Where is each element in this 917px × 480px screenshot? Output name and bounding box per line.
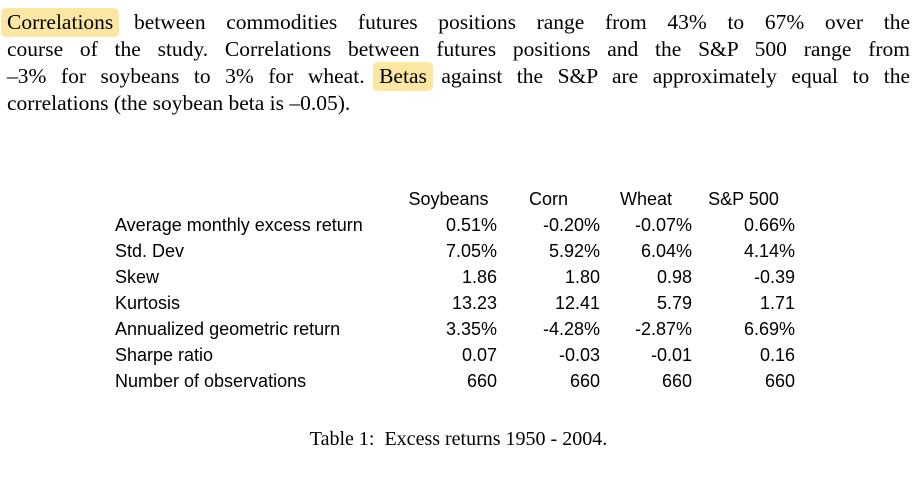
table-row: Number of observations 660 660 660 660 [115, 368, 795, 394]
table-row: Skew 1.86 1.80 0.98 -0.39 [115, 264, 795, 290]
cell-value: 660 [569, 370, 600, 391]
table-header-row: Soybeans Corn Wheat S&P 500 [115, 186, 795, 212]
cell-value: 3.35% [445, 318, 497, 339]
column-header-empty [115, 186, 400, 212]
search-highlight-correlations: Correlations [1, 8, 120, 37]
row-label: Sharpe ratio [115, 344, 214, 365]
cell-value: -0.01 [650, 344, 692, 365]
cell-value: 660 [661, 370, 692, 391]
table-caption: Table 1: Excess returns 1950 - 2004. [0, 426, 917, 452]
paragraph-line-4: correlations (the soybean beta is –0.05)… [7, 90, 910, 117]
column-header-sp500: S&P 500 [708, 188, 779, 209]
row-label: Number of observations [115, 370, 307, 391]
table-row: Annualized geometric return 3.35% -4.28%… [115, 316, 795, 342]
cell-value: 12.41 [554, 292, 600, 313]
cell-value: 5.79 [656, 292, 692, 313]
cell-value: -0.03 [558, 344, 600, 365]
row-label: Kurtosis [115, 292, 181, 313]
paragraph-line-3: –3% for soybeans to 3% for wheat. Betas … [7, 62, 910, 91]
row-label: Skew [115, 266, 160, 287]
paragraph-text: correlations (the soybean beta is –0.05)… [7, 91, 351, 115]
table-row: Kurtosis 13.23 12.41 5.79 1.71 [115, 290, 795, 316]
search-highlight-betas: Betas [373, 62, 433, 91]
cell-value: 13.23 [451, 292, 497, 313]
row-label: Annualized geometric return [115, 318, 341, 339]
table-caption-number: Table 1: [309, 428, 375, 450]
cell-value: 5.92% [548, 240, 600, 261]
paragraph-text: course of the study. Correlations betwee… [7, 37, 910, 61]
paragraph-line-1: Correlations between commodities futures… [1, 8, 910, 37]
row-label: Std. Dev [115, 240, 185, 261]
table-row: Average monthly excess return 0.51% -0.2… [115, 212, 795, 238]
cell-value: 0.66% [743, 214, 795, 235]
cell-value: 0.07 [461, 344, 497, 365]
paragraph-text: between commodities futures positions ra… [113, 10, 910, 34]
cell-value: 1.80 [564, 266, 600, 287]
column-header-wheat: Wheat [619, 188, 673, 209]
table-row: Std. Dev 7.05% 5.92% 6.04% 4.14% [115, 238, 795, 264]
table-row: Sharpe ratio 0.07 -0.03 -0.01 0.16 [115, 342, 795, 368]
paragraph-text: against the S&P are approximately equal … [426, 64, 910, 88]
cell-value: 660 [466, 370, 497, 391]
cell-value: -0.39 [753, 266, 795, 287]
cell-value: -4.28% [542, 318, 600, 339]
cell-value: 0.98 [656, 266, 692, 287]
column-header-soybeans: Soybeans [408, 188, 489, 209]
cell-value: 660 [764, 370, 795, 391]
stats-table: Soybeans Corn Wheat S&P 500 Average mont… [115, 186, 795, 394]
cell-value: 6.69% [743, 318, 795, 339]
cell-value: -0.20% [542, 214, 600, 235]
cell-value: -2.87% [634, 318, 692, 339]
cell-value: 0.16 [759, 344, 795, 365]
cell-value: 4.14% [743, 240, 795, 261]
cell-value: 7.05% [445, 240, 497, 261]
cell-value: 0.51% [445, 214, 497, 235]
paragraph-text: –3% for soybeans to 3% for wheat. [7, 64, 380, 88]
table-caption-text: Excess returns 1950 - 2004. [384, 428, 608, 450]
cell-value: 6.04% [640, 240, 692, 261]
document-paragraph: Correlations between commodities futures… [1, 8, 910, 117]
cell-value: 1.86 [461, 266, 497, 287]
column-header-corn: Corn [528, 188, 568, 209]
cell-value: -0.07% [634, 214, 692, 235]
row-label: Average monthly excess return [115, 214, 363, 235]
cell-value: 1.71 [759, 292, 795, 313]
paragraph-line-2: course of the study. Correlations betwee… [7, 36, 910, 63]
